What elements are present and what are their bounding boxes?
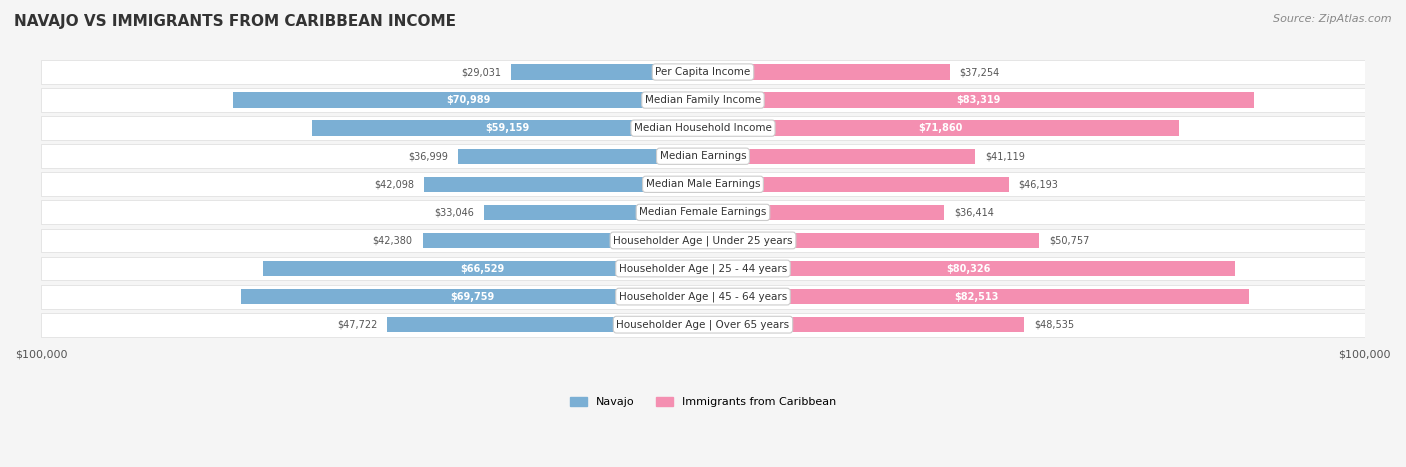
Text: $41,119: $41,119 (986, 151, 1025, 161)
Bar (41, 60, 1365, 84)
Bar (41, 116, 1365, 140)
Bar (703, 317, 1024, 333)
Text: $48,535: $48,535 (1033, 319, 1074, 330)
Bar (458, 149, 703, 164)
Text: $66,529: $66,529 (461, 263, 505, 274)
Bar (41, 285, 1365, 309)
Text: $70,989: $70,989 (446, 95, 491, 105)
Bar (41, 144, 1365, 168)
Text: $42,380: $42,380 (373, 235, 412, 246)
Text: $71,860: $71,860 (918, 123, 963, 133)
Bar (703, 261, 1234, 276)
Text: $36,414: $36,414 (953, 207, 994, 217)
Bar (312, 120, 703, 136)
Text: Median Earnings: Median Earnings (659, 151, 747, 161)
Text: $37,254: $37,254 (959, 67, 1000, 77)
Text: $46,193: $46,193 (1018, 179, 1059, 189)
Text: Householder Age | Under 25 years: Householder Age | Under 25 years (613, 235, 793, 246)
Text: $59,159: $59,159 (485, 123, 530, 133)
Text: $50,757: $50,757 (1049, 235, 1090, 246)
Bar (387, 317, 703, 333)
Legend: Navajo, Immigrants from Caribbean: Navajo, Immigrants from Caribbean (565, 392, 841, 412)
Bar (703, 177, 1008, 192)
Bar (425, 177, 703, 192)
Text: $33,046: $33,046 (434, 207, 474, 217)
Bar (703, 64, 949, 80)
Text: Householder Age | 25 - 44 years: Householder Age | 25 - 44 years (619, 263, 787, 274)
Bar (703, 92, 1254, 108)
Text: $29,031: $29,031 (461, 67, 501, 77)
Bar (233, 92, 703, 108)
Text: NAVAJO VS IMMIGRANTS FROM CARIBBEAN INCOME: NAVAJO VS IMMIGRANTS FROM CARIBBEAN INCO… (14, 14, 456, 29)
Bar (41, 88, 1365, 112)
Text: $47,722: $47,722 (337, 319, 377, 330)
Text: Per Capita Income: Per Capita Income (655, 67, 751, 77)
Bar (484, 205, 703, 220)
Text: Householder Age | Over 65 years: Householder Age | Over 65 years (616, 319, 790, 330)
Text: $69,759: $69,759 (450, 291, 495, 302)
Text: $42,098: $42,098 (374, 179, 415, 189)
Text: Householder Age | 45 - 64 years: Householder Age | 45 - 64 years (619, 291, 787, 302)
Text: Median Male Earnings: Median Male Earnings (645, 179, 761, 189)
Bar (703, 233, 1039, 248)
Text: $80,326: $80,326 (946, 263, 991, 274)
Bar (703, 120, 1178, 136)
Text: Median Family Income: Median Family Income (645, 95, 761, 105)
Bar (703, 205, 943, 220)
Bar (263, 261, 703, 276)
Bar (423, 233, 703, 248)
Bar (41, 228, 1365, 252)
Bar (41, 172, 1365, 196)
Bar (242, 289, 703, 304)
Bar (703, 149, 976, 164)
Bar (41, 313, 1365, 337)
Text: Median Female Earnings: Median Female Earnings (640, 207, 766, 217)
Text: Source: ZipAtlas.com: Source: ZipAtlas.com (1274, 14, 1392, 24)
Bar (510, 64, 703, 80)
Bar (41, 200, 1365, 224)
Text: Median Household Income: Median Household Income (634, 123, 772, 133)
Text: $36,999: $36,999 (408, 151, 449, 161)
Text: $82,513: $82,513 (953, 291, 998, 302)
Bar (41, 256, 1365, 281)
Text: $83,319: $83,319 (956, 95, 1001, 105)
Bar (703, 289, 1249, 304)
